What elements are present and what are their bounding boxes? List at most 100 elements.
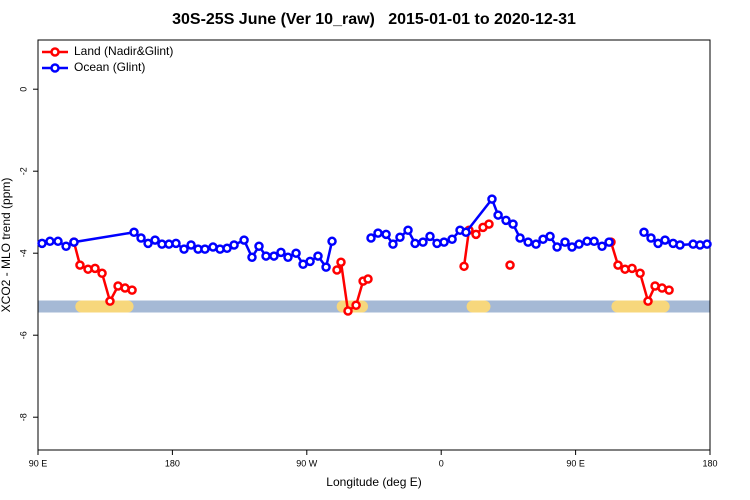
data-point [105, 296, 115, 306]
data-point [373, 228, 383, 238]
data-point [363, 274, 373, 284]
data-point [508, 219, 518, 229]
data-point [560, 237, 570, 247]
data-point [461, 227, 471, 238]
data-point [127, 285, 137, 295]
data-point [574, 239, 584, 249]
data-point [179, 244, 189, 254]
data-point [129, 227, 139, 238]
y-tick-label: -2 [18, 167, 28, 175]
data-point [305, 256, 315, 267]
legend-label: Land (Nadir&Glint) [74, 44, 173, 58]
data-point [186, 240, 196, 250]
data-point [643, 296, 653, 306]
y-axis-label: XCO2 - MLO trend (ppm) [0, 178, 13, 313]
data-point [143, 238, 153, 249]
data-point [635, 268, 645, 279]
data-point [523, 237, 533, 247]
data-point [97, 268, 107, 279]
data-point [276, 247, 286, 258]
data-point [439, 237, 449, 247]
data-point [291, 248, 301, 258]
data-point [597, 241, 607, 251]
data-point [702, 239, 712, 249]
data-point [493, 210, 503, 220]
data-point [136, 233, 146, 243]
chart-title: 30S-25S June (Ver 10_raw) 2015-01-01 to … [172, 11, 576, 28]
x-tick-label: 90 E [29, 458, 48, 468]
data-point [336, 257, 346, 267]
data-point [660, 235, 670, 245]
data-point [403, 225, 413, 235]
data-point [425, 231, 435, 242]
data-point [552, 242, 562, 252]
data-point [639, 227, 649, 238]
data-point [589, 236, 599, 247]
ocean-band [38, 300, 710, 313]
data-point [61, 241, 71, 251]
data-point [283, 252, 293, 263]
data-point [410, 238, 420, 249]
legend-marker [50, 47, 60, 57]
data-point [239, 235, 249, 245]
x-tick-label: 90 E [566, 458, 585, 468]
data-point [515, 233, 525, 243]
land-band [611, 300, 670, 313]
data-point [381, 229, 391, 240]
data-point [664, 285, 674, 295]
data-point [545, 231, 555, 242]
data-point [254, 241, 264, 251]
land-band [466, 300, 491, 313]
data-point [471, 229, 481, 240]
data-point [321, 262, 331, 272]
data-point [395, 232, 405, 242]
data-point [171, 238, 181, 249]
data-point [447, 234, 457, 245]
data-point [327, 236, 337, 247]
y-tick-label: -4 [18, 249, 28, 257]
y-tick-label: -6 [18, 331, 28, 339]
data-point [261, 251, 271, 261]
data-point [484, 219, 494, 229]
x-tick-label: 0 [439, 458, 444, 468]
data-point [675, 240, 685, 250]
data-point [53, 236, 63, 247]
data-point [222, 243, 232, 254]
data-point [247, 252, 257, 263]
data-point [505, 260, 515, 270]
data-point [75, 260, 85, 270]
x-tick-label: 180 [165, 458, 180, 468]
data-point [531, 239, 541, 249]
data-point [269, 251, 279, 261]
data-point [366, 233, 376, 243]
data-point [69, 237, 79, 247]
legend-label: Ocean (Glint) [74, 60, 145, 74]
data-point [351, 300, 361, 311]
x-axis-label: Longitude (deg E) [326, 475, 421, 489]
data-point [501, 215, 511, 226]
data-point [90, 263, 100, 274]
data-point [37, 238, 47, 249]
data-point [613, 260, 623, 270]
data-point [150, 235, 160, 245]
data-point [229, 240, 239, 250]
data-point [646, 233, 656, 243]
data-point [418, 237, 428, 247]
y-tick-label: -8 [18, 413, 28, 421]
data-point [653, 238, 663, 249]
data-point [313, 251, 323, 261]
data-point [459, 261, 469, 272]
land-band [75, 300, 134, 313]
data-point [627, 263, 637, 274]
data-point [343, 306, 353, 316]
legend-marker [50, 63, 60, 73]
data-point [487, 194, 497, 204]
data-point [388, 239, 398, 249]
data-point [200, 244, 210, 254]
x-tick-label: 90 W [296, 458, 318, 468]
data-point [332, 265, 342, 275]
data-point [45, 236, 55, 247]
y-tick-label: 0 [18, 87, 28, 92]
x-tick-label: 180 [702, 458, 717, 468]
